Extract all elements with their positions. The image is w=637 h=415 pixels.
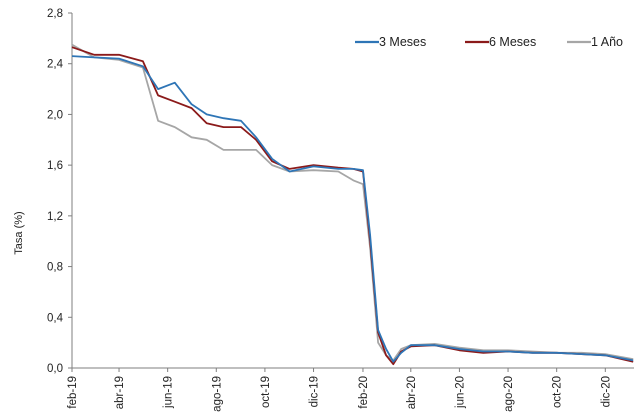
x-tick-label: ago-19 — [211, 376, 223, 412]
y-tick-label: 1,2 — [47, 211, 63, 223]
x-tick-label: dic-20 — [600, 376, 612, 407]
x-tick-label: dic-19 — [309, 376, 321, 407]
y-tick-label: 2,4 — [47, 59, 64, 71]
x-tick-label: feb-19 — [67, 376, 79, 409]
y-tick-label: 0,8 — [47, 262, 63, 274]
y-tick-label: 0,4 — [47, 312, 64, 324]
y-tick-label: 1,6 — [47, 160, 63, 172]
series-layer — [71, 43, 634, 366]
legend-label: 6 Meses — [489, 35, 536, 49]
x-axis: feb-19 abr-19 jun-19 ago-19 oct-19 dic-19 feb-… — [67, 367, 634, 412]
y-tick-label: 0,0 — [47, 363, 63, 375]
x-tick-label: feb-20 — [358, 376, 370, 409]
y-axis: 0,0 0,4 0,8 1,2 1,6 2,0 2,4 2,8 — [47, 8, 73, 375]
x-tick-label: jun-19 — [163, 376, 175, 409]
legend-label: 3 Meses — [379, 35, 426, 49]
y-tick-label: 2,8 — [47, 8, 63, 20]
x-tick-label: oct-19 — [260, 376, 272, 408]
x-tick-label: abr-19 — [114, 376, 126, 409]
x-tick-label: ago-20 — [503, 376, 515, 412]
legend-label: 1 Año — [591, 35, 623, 49]
series-line — [71, 46, 634, 366]
y-tick-label: 2,0 — [47, 109, 63, 121]
x-tick-label: abr-20 — [406, 376, 418, 409]
series-line — [71, 55, 634, 363]
x-tick-label: oct-20 — [552, 376, 564, 408]
series-line — [71, 43, 634, 362]
legend: 3 Meses 6 Meses 1 Año — [355, 35, 623, 49]
x-tick-label: jun-20 — [454, 376, 466, 409]
y-axis-title: Tasa (%) — [13, 211, 25, 254]
